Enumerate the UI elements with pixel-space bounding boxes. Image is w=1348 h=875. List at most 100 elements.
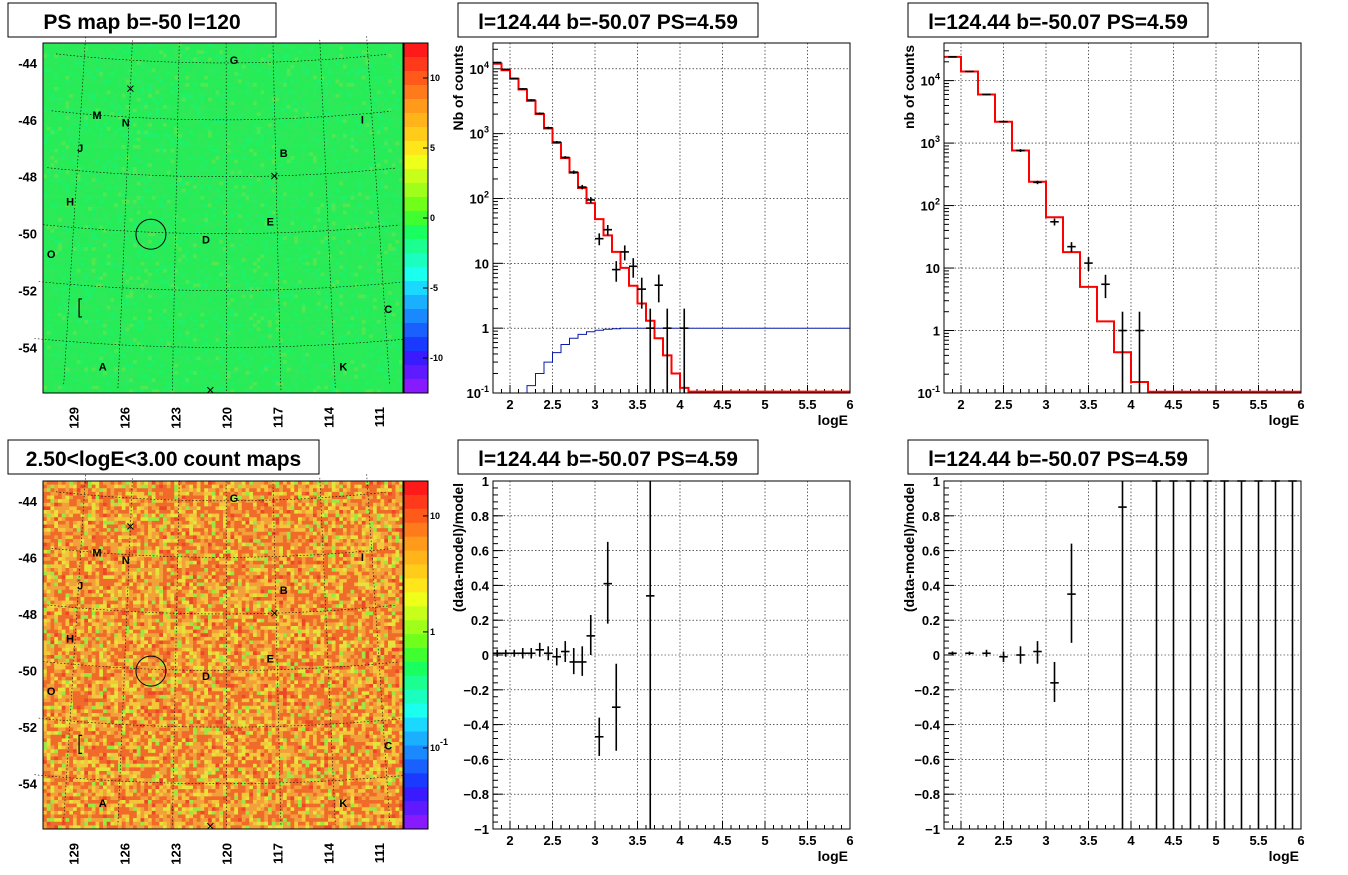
map-pixel [156, 335, 160, 339]
map-pixel [227, 167, 231, 171]
map-pixel [129, 313, 133, 317]
map-pixel [133, 200, 137, 204]
map-pixel [197, 313, 201, 317]
map-pixel [189, 295, 193, 299]
map-pixel [73, 47, 77, 51]
map-pixel [197, 112, 201, 116]
map-pixel [159, 349, 163, 353]
map-pixel [54, 298, 58, 302]
map-pixel [167, 295, 171, 299]
map-pixel [197, 276, 201, 280]
map-pixel [54, 214, 58, 218]
map-pixel [92, 360, 96, 364]
map-pixel [174, 316, 178, 320]
map-pixel [197, 138, 201, 142]
map-pixel [114, 87, 118, 91]
map-pixel [167, 207, 171, 211]
map-pixel [148, 65, 152, 69]
map-pixel [186, 112, 190, 116]
map-pixel [66, 357, 70, 361]
map-pixel [114, 167, 118, 171]
map-pixel [201, 65, 205, 69]
map-pixel [182, 353, 186, 357]
map-pixel [197, 298, 201, 302]
map-pixel [204, 218, 208, 222]
map-pixel [77, 331, 81, 335]
map-pixel [167, 367, 171, 371]
map-pixel [129, 357, 133, 361]
map-pixel [114, 120, 118, 124]
map-pixel [204, 109, 208, 113]
map-pixel [193, 112, 197, 116]
map-pixel [152, 58, 156, 62]
map-pixel [88, 214, 92, 218]
map-pixel [96, 346, 100, 350]
map-pixel [208, 335, 212, 339]
map-pixel [81, 265, 85, 269]
map-pixel [163, 196, 167, 200]
map-pixel [204, 309, 208, 313]
map-pixel [182, 382, 186, 386]
map-pixel [99, 214, 103, 218]
map-pixel [152, 109, 156, 113]
map-pixel [118, 251, 122, 255]
map-pixel [122, 200, 126, 204]
map-pixel [129, 120, 133, 124]
map-pixel [216, 149, 220, 153]
map-pixel [133, 178, 137, 182]
map-pixel [92, 196, 96, 200]
map-pixel [231, 382, 235, 386]
map-pixel [47, 262, 51, 266]
map-pixel [111, 105, 115, 109]
map-pixel [204, 94, 208, 98]
map-pixel [69, 72, 73, 76]
map-pixel [51, 371, 55, 375]
map-pixel [99, 218, 103, 222]
map-pixel [208, 54, 212, 58]
map-pixel [129, 371, 133, 375]
map-pixel [219, 167, 223, 171]
map-pixel [58, 254, 62, 258]
map-pixel [216, 134, 220, 138]
map-pixel [77, 105, 81, 109]
map-pixel [159, 145, 163, 149]
map-pixel [129, 233, 133, 237]
map-pixel [163, 185, 167, 189]
map-pixel [171, 163, 175, 167]
map-pixel [122, 331, 126, 335]
map-pixel [219, 156, 223, 160]
map-pixel [122, 47, 126, 51]
map-pixel [58, 105, 62, 109]
map-pixel [77, 346, 81, 350]
map-pixel [58, 287, 62, 291]
map-pixel [156, 251, 160, 255]
map-pixel [167, 375, 171, 379]
map-pixel [118, 378, 122, 382]
map-pixel [47, 320, 51, 324]
map-pixel [92, 247, 96, 251]
map-pixel [193, 382, 197, 386]
map-pixel [114, 138, 118, 142]
map-pixel [163, 251, 167, 255]
map-pixel [111, 357, 115, 361]
map-pixel [81, 244, 85, 248]
map-pixel [81, 233, 85, 237]
map-pixel [159, 203, 163, 207]
map-pixel [62, 94, 66, 98]
map-pixel [152, 182, 156, 186]
map-pixel [193, 313, 197, 317]
map-pixel [114, 174, 118, 178]
map-pixel [144, 87, 148, 91]
map-pixel [212, 222, 216, 226]
map-pixel [167, 127, 171, 131]
map-pixel [159, 335, 163, 339]
map-pixel [43, 94, 47, 98]
map-pixel [58, 207, 62, 211]
map-pixel [107, 349, 111, 353]
map-pixel [84, 309, 88, 313]
map-pixel [234, 112, 238, 116]
map-pixel [137, 262, 141, 266]
map-pixel [66, 211, 70, 215]
map-pixel [58, 364, 62, 368]
map-pixel [171, 131, 175, 135]
